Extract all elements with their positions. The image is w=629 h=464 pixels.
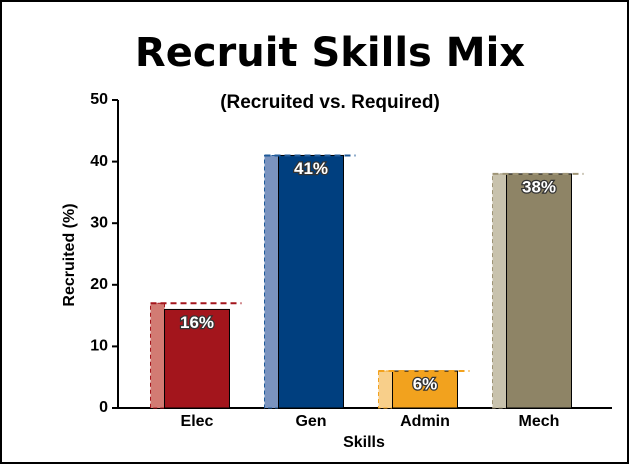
y-tick-label: 10 (90, 338, 108, 355)
y-tick-label: 20 (90, 276, 108, 293)
required-bar (264, 154, 280, 409)
x-tick-label: Gen (295, 413, 326, 430)
x-tick-label: Admin (400, 413, 450, 430)
chart-subtitle: (Recruited vs. Required) (220, 92, 440, 113)
value-label: 16% (180, 313, 214, 332)
x-tick-label: Elec (181, 413, 214, 430)
recruited-bar (164, 308, 230, 409)
x-tick-label: Mech (519, 413, 560, 430)
required-bar (378, 370, 394, 409)
recruited-bar (278, 154, 344, 409)
x-axis-label: Skills (343, 434, 385, 451)
y-tick-label: 30 (90, 214, 108, 231)
recruited-bar (506, 173, 572, 409)
y-axis-label: Recruited (%) (61, 203, 78, 306)
y-tick-label: 40 (90, 153, 108, 170)
value-label: 6% (413, 375, 438, 394)
value-label: 41% (294, 159, 328, 178)
y-tick-label: 50 (90, 91, 108, 108)
y-tick-label: 0 (99, 399, 108, 416)
required-bar (492, 173, 508, 409)
required-bar (150, 302, 166, 409)
recruited-bar (392, 370, 458, 409)
chart-title: Recruit Skills Mix (135, 30, 525, 76)
value-label: 38% (522, 177, 556, 196)
